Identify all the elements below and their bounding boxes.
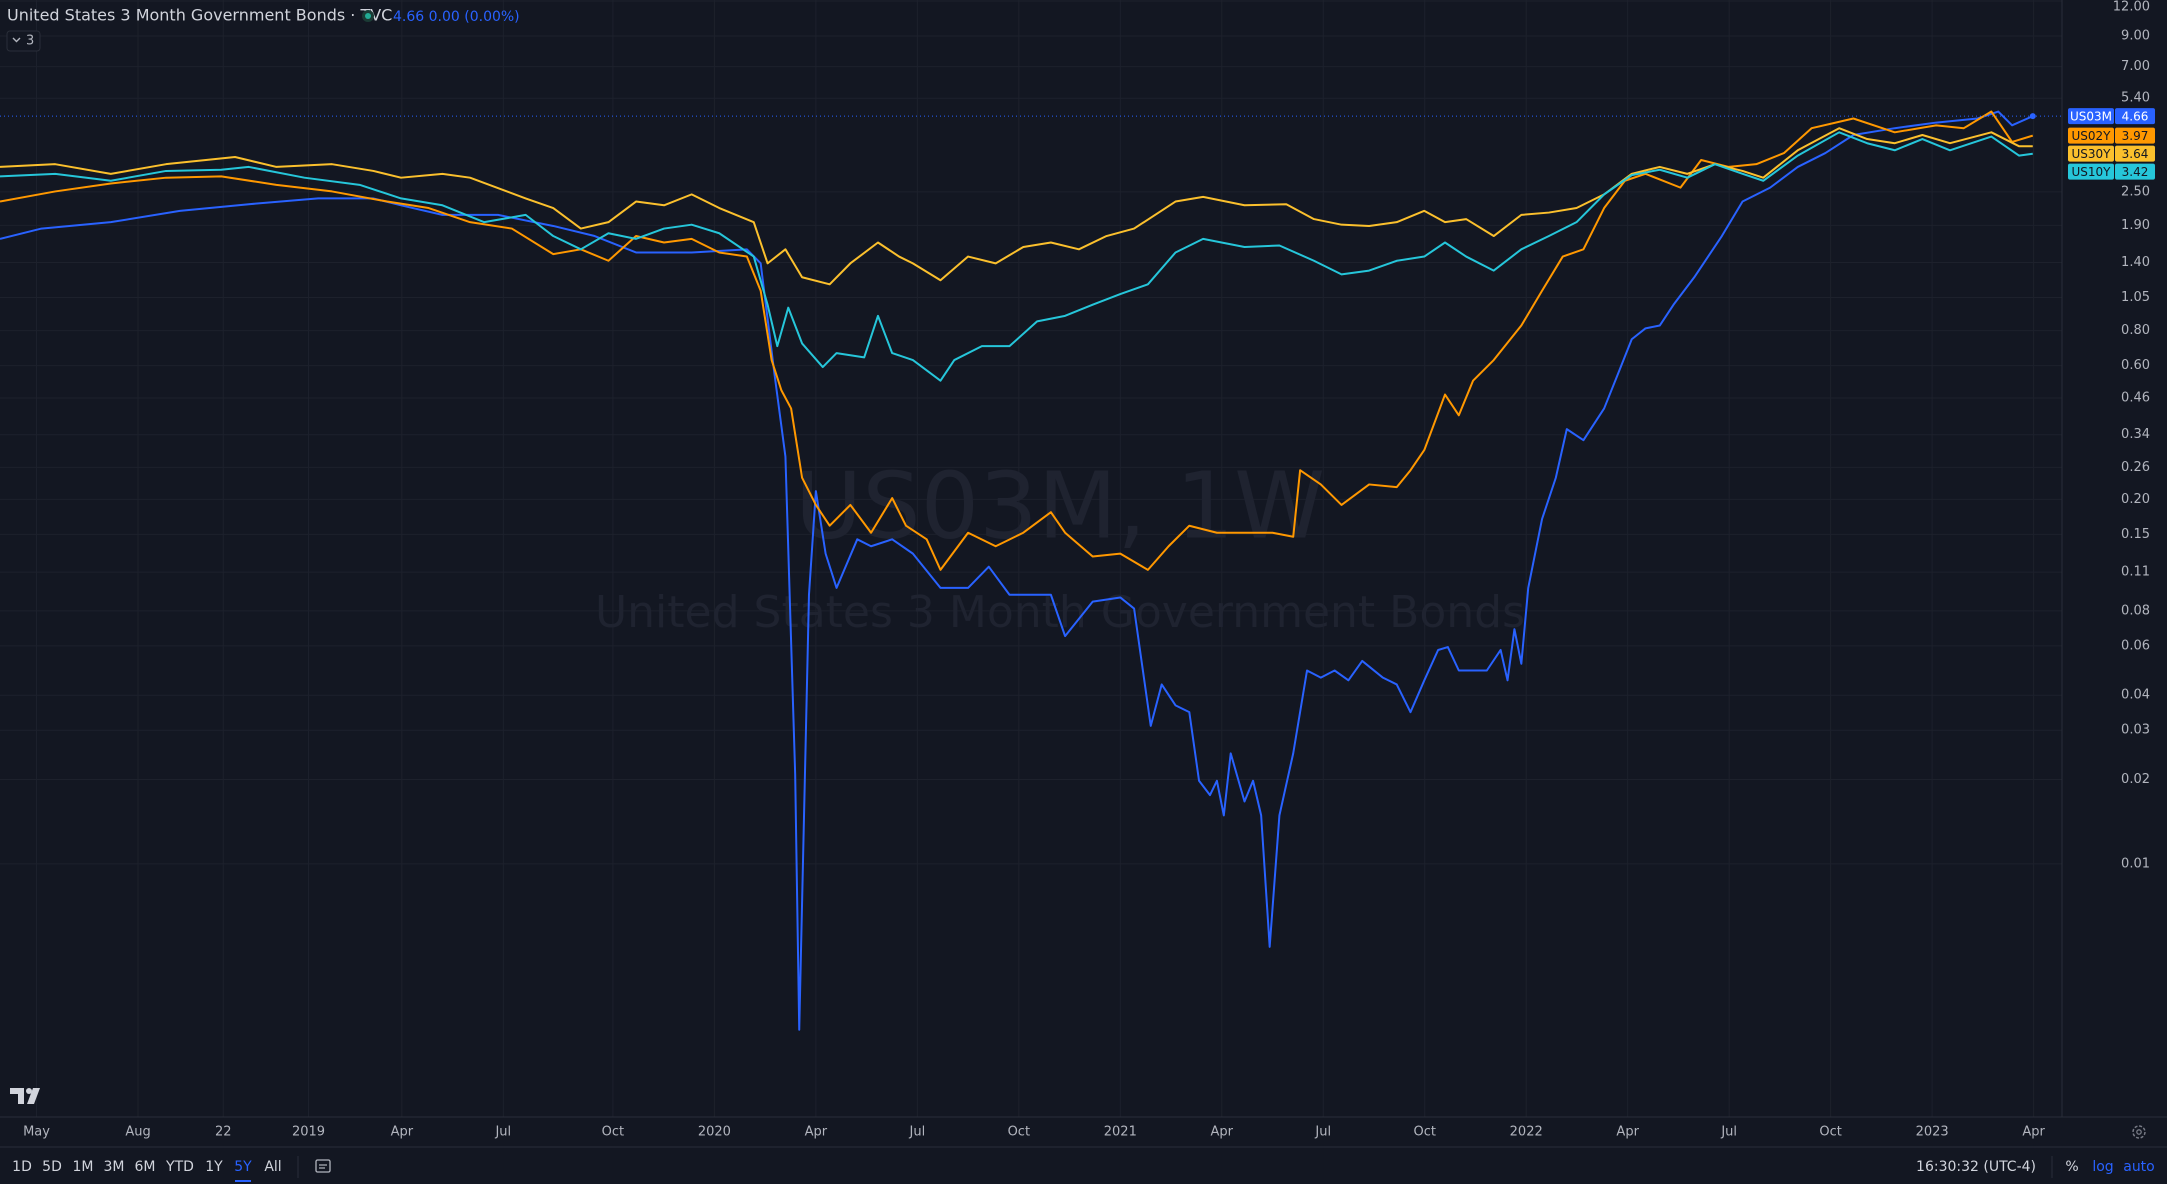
y-tick-label: 0.80: [2121, 323, 2150, 338]
y-tick-label: 0.02: [2121, 772, 2150, 787]
last-point: [2029, 113, 2036, 120]
range-button[interactable]: 5Y: [234, 1159, 252, 1175]
badge-value-bg: [2115, 127, 2155, 144]
scale-button[interactable]: %: [2065, 1159, 2078, 1175]
y-tick-label: 0.08: [2121, 603, 2150, 618]
x-tick-label: Apr: [1211, 1125, 1234, 1140]
x-tick-label: May: [23, 1125, 50, 1140]
y-tick-label: 0.20: [2121, 492, 2150, 507]
watermark-symbol: US03M, 1W: [795, 452, 1325, 559]
axes: May Aug 22 2019 Apr Jul Oct 2020 Apr Jul Oct 2021 Ap…: [23, 0, 2150, 1140]
chevron-icon: [12, 37, 21, 43]
badge-value: 4.66: [2122, 110, 2149, 124]
y-tick-label: 7.00: [2121, 59, 2150, 74]
x-tick-label: 2023: [1916, 1125, 1949, 1140]
watermark-description: United States 3 Month Government Bonds: [595, 587, 1525, 638]
x-tick-label: Jul: [494, 1125, 511, 1140]
scale-button[interactable]: auto: [2123, 1159, 2155, 1175]
y-tick-label: 2.50: [2121, 184, 2150, 199]
x-tick-label: Oct: [602, 1125, 624, 1140]
range-button[interactable]: 1Y: [205, 1159, 223, 1175]
x-tick-label: Apr: [2022, 1125, 2045, 1140]
badge-value-bg: [2115, 163, 2155, 180]
x-tick-label: Aug: [125, 1125, 150, 1140]
market-status-dot[interactable]: [365, 13, 371, 19]
y-tick-label: 5.40: [2121, 91, 2150, 106]
y-tick-label: 0.11: [2121, 565, 2150, 580]
y-tick-label: 0.60: [2121, 358, 2150, 373]
range-button[interactable]: 1M: [73, 1159, 94, 1175]
y-tick-label: 0.46: [2121, 390, 2150, 405]
x-tick-label: Jul: [1314, 1125, 1331, 1140]
price-badges: US03M 4.66 US02Y 3.97 US30Y 3.64 US10Y 3.42: [2068, 108, 2155, 180]
badge-name-bg: [2068, 163, 2114, 180]
badge-value: 3.64: [2122, 147, 2149, 161]
bottom-toolbar: 1D 5D 1M 3M 6M YTD 1Y 5Y All% log auto: [12, 1159, 2155, 1182]
y-tick-label: 0.34: [2121, 427, 2150, 442]
y-tick-label: 1.40: [2121, 255, 2150, 270]
x-tick-label: Apr: [391, 1125, 414, 1140]
x-tick-label: Oct: [1413, 1125, 1435, 1140]
range-button[interactable]: 6M: [135, 1159, 156, 1175]
series-line: [0, 110, 2034, 571]
x-tick-label: 2020: [698, 1125, 731, 1140]
tv-logo: [10, 1088, 40, 1104]
x-tick-label: Oct: [1008, 1125, 1030, 1140]
badge-value-bg: [2115, 145, 2155, 162]
x-tick-label: 2021: [1104, 1125, 1137, 1140]
settings-icon[interactable]: [2132, 1125, 2146, 1139]
symbol-title[interactable]: United States 3 Month Government Bonds ·…: [7, 6, 392, 25]
range-button[interactable]: 5D: [42, 1159, 62, 1175]
badge-name: US30Y: [2072, 147, 2112, 161]
badge-value-bg: [2115, 108, 2155, 125]
y-tick-label: 9.00: [2121, 29, 2150, 44]
header-quote: 4.66 0.00 (0.00%): [393, 9, 520, 25]
y-tick-label: 0.03: [2121, 723, 2150, 738]
x-tick-label: Apr: [1616, 1125, 1639, 1140]
studies-count[interactable]: 3: [26, 34, 34, 49]
x-tick-label: Apr: [805, 1125, 828, 1140]
studies-toggle[interactable]: [6, 30, 41, 52]
badge-value: 3.42: [2122, 165, 2149, 179]
y-tick-label: 0.15: [2121, 527, 2150, 542]
badge-name: US02Y: [2072, 129, 2112, 143]
badge-name-bg: [2068, 127, 2114, 144]
goto-date-icon[interactable]: [315, 1159, 331, 1173]
range-button[interactable]: YTD: [165, 1159, 194, 1175]
badge-name-bg: [2068, 108, 2114, 125]
range-button[interactable]: All: [264, 1159, 281, 1175]
scale-button[interactable]: log: [2092, 1159, 2113, 1175]
x-tick-label: 22: [215, 1125, 232, 1140]
y-tick-label: 0.04: [2121, 688, 2150, 703]
x-tick-label: Jul: [1720, 1125, 1737, 1140]
plot-lines: [0, 110, 2062, 1031]
badge-value: 3.97: [2122, 129, 2149, 143]
x-tick-label: Oct: [1819, 1125, 1841, 1140]
clock: 16:30:32 (UTC-4): [1916, 1159, 2036, 1175]
range-button[interactable]: 3M: [104, 1159, 125, 1175]
x-tick-label: 2022: [1510, 1125, 1543, 1140]
badge-name: US03M: [2070, 110, 2112, 124]
series-line: [0, 131, 2033, 382]
badge-name: US10Y: [2072, 165, 2112, 179]
y-tick-label: 0.26: [2121, 460, 2150, 475]
y-tick-label: 0.01: [2121, 856, 2150, 871]
y-tick-label: 12.00: [2113, 0, 2150, 15]
badge-name-bg: [2068, 145, 2114, 162]
x-tick-label: Jul: [909, 1125, 926, 1140]
x-tick-label: 2019: [292, 1125, 325, 1140]
range-button[interactable]: 1D: [12, 1159, 32, 1175]
y-tick-label: 0.06: [2121, 638, 2150, 653]
y-tick-label: 1.05: [2121, 290, 2150, 305]
y-tick-label: 1.90: [2121, 218, 2150, 233]
